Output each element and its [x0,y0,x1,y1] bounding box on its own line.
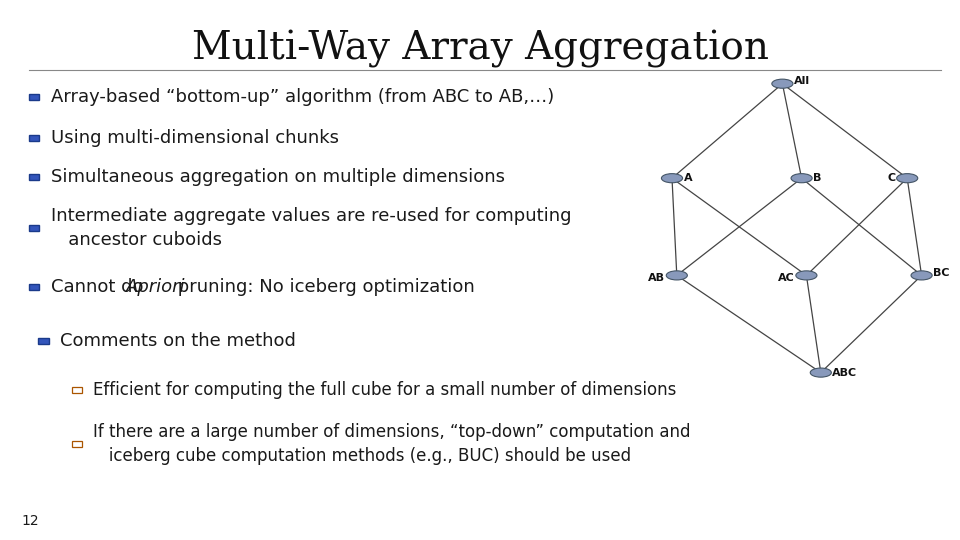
Text: Cannot do: Cannot do [51,278,149,296]
Text: Apriori: Apriori [126,278,185,296]
Bar [38,338,49,345]
Ellipse shape [796,271,817,280]
Text: BC: BC [933,268,949,278]
Bar [72,387,82,393]
Ellipse shape [897,174,918,183]
Text: Array-based “bottom-up” algorithm (from ABC to AB,…): Array-based “bottom-up” algorithm (from … [51,88,554,106]
Text: AC: AC [778,273,795,283]
Text: AB: AB [648,273,665,283]
Text: Efficient for computing the full cube for a small number of dimensions: Efficient for computing the full cube fo… [93,381,677,399]
Text: ABC: ABC [832,368,857,377]
Ellipse shape [791,174,812,183]
Text: A: A [684,173,692,183]
Bar [29,174,39,180]
Bar [72,441,82,447]
Ellipse shape [661,174,683,183]
Text: If there are a large number of dimensions, “top-down” computation and
   iceberg: If there are a large number of dimension… [93,423,690,465]
Bar [29,134,39,140]
Text: Comments on the method: Comments on the method [60,332,297,350]
Text: 12: 12 [21,514,38,528]
Bar [29,94,39,100]
Text: Multi-Way Array Aggregation: Multi-Way Array Aggregation [191,30,769,68]
Text: C: C [887,173,896,183]
Text: B: B [813,173,822,183]
Ellipse shape [666,271,687,280]
Bar [29,225,39,231]
Text: Simultaneous aggregation on multiple dimensions: Simultaneous aggregation on multiple dim… [51,168,505,186]
Text: Intermediate aggregate values are re-used for computing
   ancestor cuboids: Intermediate aggregate values are re-use… [51,207,571,249]
Ellipse shape [911,271,932,280]
Ellipse shape [810,368,831,377]
Bar [29,284,39,291]
Text: All: All [794,76,810,86]
Text: pruning: No iceberg optimization: pruning: No iceberg optimization [172,278,474,296]
Ellipse shape [772,79,793,88]
Text: Using multi-dimensional chunks: Using multi-dimensional chunks [51,129,339,147]
